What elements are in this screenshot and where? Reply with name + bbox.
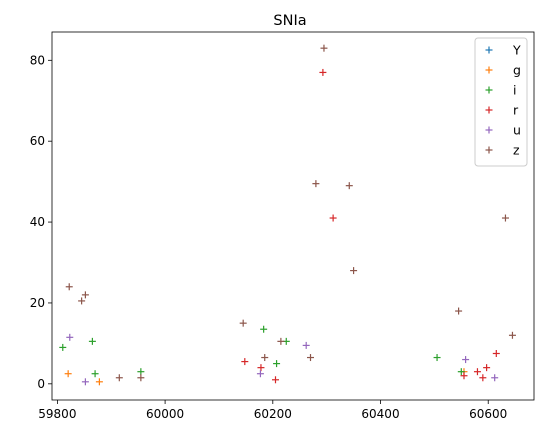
data-point-z bbox=[455, 307, 463, 315]
y-tick-label: 0 bbox=[37, 377, 45, 391]
legend-marker-r bbox=[485, 106, 493, 114]
data-point-u bbox=[302, 341, 310, 349]
data-point-g bbox=[95, 378, 103, 386]
data-point-z bbox=[508, 331, 516, 339]
data-point-i bbox=[260, 325, 268, 333]
data-point-z bbox=[78, 297, 86, 305]
data-point-u bbox=[66, 333, 74, 341]
data-point-z bbox=[137, 374, 145, 382]
data-point-z bbox=[261, 354, 269, 362]
data-point-u bbox=[256, 370, 264, 378]
chart-title: SNIa bbox=[273, 13, 306, 29]
y-tick-label: 40 bbox=[30, 215, 45, 229]
legend-marker-z bbox=[485, 146, 493, 154]
data-point-r bbox=[479, 374, 487, 382]
y-tick-label: 60 bbox=[30, 134, 45, 148]
x-tick-label: 60400 bbox=[361, 407, 399, 421]
legend-marker-Y bbox=[485, 46, 493, 54]
legend-marker-g bbox=[485, 66, 493, 74]
data-point-u bbox=[462, 356, 470, 364]
data-point-g bbox=[64, 370, 72, 378]
data-point-z bbox=[320, 44, 328, 52]
x-tick-label: 60200 bbox=[254, 407, 292, 421]
data-point-r bbox=[483, 364, 491, 372]
data-point-r bbox=[319, 68, 327, 76]
x-tick-label: 60000 bbox=[146, 407, 184, 421]
data-point-r bbox=[460, 372, 468, 380]
data-point-z bbox=[239, 319, 247, 327]
data-point-r bbox=[257, 364, 265, 372]
plot-area bbox=[51, 31, 535, 401]
legend-label-i: i bbox=[513, 83, 516, 98]
data-point-u bbox=[81, 378, 89, 386]
legend-marker-i bbox=[485, 86, 493, 94]
data-point-i bbox=[433, 354, 441, 362]
legend-marker-u bbox=[485, 126, 493, 134]
data-point-z bbox=[115, 374, 123, 382]
data-point-r bbox=[271, 376, 279, 384]
data-point-i bbox=[273, 360, 281, 368]
legend-label-g: g bbox=[513, 63, 521, 78]
data-point-i bbox=[137, 368, 145, 376]
data-point-u bbox=[491, 374, 499, 382]
data-point-i bbox=[457, 368, 465, 376]
y-tick-label: 20 bbox=[30, 296, 45, 310]
data-point-z bbox=[81, 291, 89, 299]
data-point-z bbox=[345, 182, 353, 190]
data-point-r bbox=[473, 368, 481, 376]
y-tick-label: 80 bbox=[30, 53, 45, 67]
data-point-z bbox=[277, 337, 285, 345]
data-point-z bbox=[307, 354, 315, 362]
legend-label-u: u bbox=[513, 123, 521, 138]
legend-label-z: z bbox=[513, 143, 520, 158]
data-point-i bbox=[88, 337, 96, 345]
data-point-i bbox=[59, 343, 67, 351]
x-tick-label: 60600 bbox=[469, 407, 507, 421]
legend-label-Y: Y bbox=[512, 43, 521, 58]
legend-label-r: r bbox=[513, 103, 519, 118]
data-point-z bbox=[350, 267, 358, 275]
data-point-z bbox=[312, 180, 320, 188]
x-tick-label: 59800 bbox=[38, 407, 76, 421]
data-point-z bbox=[501, 214, 509, 222]
data-point-r bbox=[329, 214, 337, 222]
data-point-i bbox=[91, 370, 99, 378]
data-point-r bbox=[241, 358, 249, 366]
data-point-r bbox=[492, 349, 500, 357]
data-point-z bbox=[65, 283, 73, 291]
